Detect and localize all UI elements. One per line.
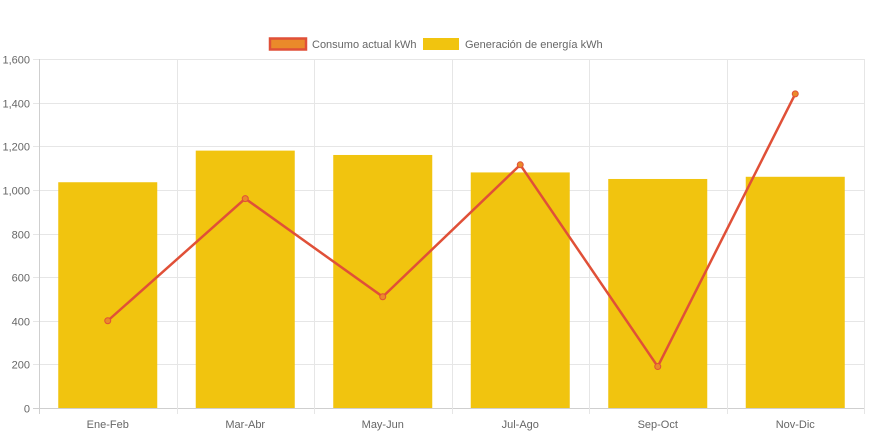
point-nov-dic bbox=[791, 90, 799, 98]
point-ene-feb bbox=[104, 317, 112, 325]
x-tick-label: Jul-Ago bbox=[502, 419, 539, 431]
point-jul-ago bbox=[516, 161, 524, 169]
bar-mar-abr bbox=[195, 150, 295, 409]
point-sep-oct bbox=[654, 363, 662, 371]
legend-label-consumo: Consumo actual kWh bbox=[312, 39, 417, 51]
bar-may-jun bbox=[333, 154, 433, 408]
point-may-jun bbox=[379, 293, 387, 301]
x-tick-label: Mar-Abr bbox=[225, 419, 265, 431]
x-tick-label: Ene-Feb bbox=[87, 419, 129, 431]
consumption-line bbox=[106, 93, 797, 368]
y-axis: 0 200 400 600 800 1,000 1,200 1,400 1,600 bbox=[2, 55, 30, 416]
x-tick-label: Sep-Oct bbox=[638, 419, 678, 431]
y-tick-label: 400 bbox=[12, 317, 30, 329]
x-tick-label: May-Jun bbox=[362, 419, 404, 431]
line-series bbox=[104, 90, 799, 371]
legend-swatch-consumo bbox=[268, 37, 308, 51]
y-tick-label: 1,600 bbox=[2, 55, 30, 67]
y-tick-label: 1,200 bbox=[2, 142, 30, 154]
x-axis: Ene-Feb Mar-Abr May-Jun Jul-Ago Sep-Oct Nov-D… bbox=[87, 419, 816, 431]
bar-nov-dic bbox=[745, 176, 845, 408]
y-tick-label: 800 bbox=[12, 230, 30, 242]
bar-series bbox=[58, 150, 845, 409]
bar-sep-oct bbox=[608, 178, 708, 408]
bar-jul-ago bbox=[470, 172, 570, 408]
x-tick-label: Nov-Dic bbox=[776, 419, 816, 431]
legend-item-generacion[interactable]: Generación de energía kWh bbox=[423, 38, 603, 51]
y-tick-label: 600 bbox=[12, 273, 30, 285]
legend-label-generacion: Generación de energía kWh bbox=[465, 39, 603, 51]
point-mar-abr bbox=[241, 195, 249, 203]
grid-lines bbox=[33, 59, 865, 414]
legend[interactable]: Consumo actual kWh Generación de energía … bbox=[268, 37, 603, 52]
legend-item-consumo[interactable]: Consumo actual kWh bbox=[268, 37, 417, 52]
y-tick-label: 1,000 bbox=[2, 186, 30, 198]
legend-swatch-generacion bbox=[423, 38, 459, 50]
y-tick-label: 1,400 bbox=[2, 99, 30, 111]
y-tick-label: 0 bbox=[24, 404, 30, 416]
y-tick-label: 200 bbox=[12, 360, 30, 372]
bar-ene-feb bbox=[58, 182, 158, 408]
